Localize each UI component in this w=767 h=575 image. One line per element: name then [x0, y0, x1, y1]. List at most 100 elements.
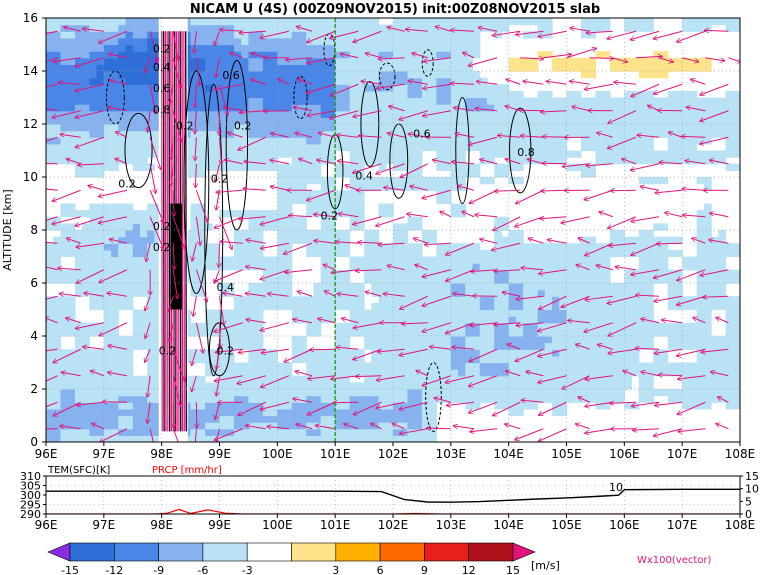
- field-cell: [255, 249, 264, 258]
- field-cell: [378, 37, 387, 46]
- field-cell: [299, 382, 307, 390]
- field-cell: [291, 336, 300, 344]
- field-cell: [82, 428, 90, 436]
- field-cell: [60, 382, 69, 390]
- field-cell: [74, 18, 83, 26]
- field-cell: [378, 177, 387, 185]
- field-cell: [306, 18, 315, 26]
- field-cell: [689, 256, 698, 264]
- field-cell: [233, 296, 242, 304]
- field-cell: [682, 296, 690, 304]
- field-cell: [270, 428, 278, 436]
- field-cell: [364, 150, 372, 158]
- field-cell: [67, 369, 76, 377]
- field-cell: [378, 362, 387, 370]
- field-cell: [537, 395, 546, 403]
- field-cell: [299, 183, 307, 191]
- field-cell: [414, 37, 423, 46]
- field-cell: [320, 355, 329, 364]
- wind-vector: [337, 294, 359, 297]
- field-cell: [465, 375, 474, 383]
- wind-vector: [227, 132, 243, 138]
- field-cell: [125, 216, 134, 224]
- field-cell: [703, 177, 712, 185]
- field-cell: [335, 90, 343, 99]
- wind-vector: [433, 160, 451, 165]
- wind-vector: [575, 344, 590, 350]
- field-cell: [523, 249, 531, 258]
- field-cell: [226, 283, 235, 291]
- contour-line: [183, 70, 210, 295]
- field-cell: [118, 342, 127, 350]
- wind-vector: [268, 294, 289, 297]
- field-cell: [407, 395, 416, 403]
- field-cell: [364, 408, 372, 417]
- field-cell: [559, 104, 568, 112]
- field-cell: [103, 428, 112, 436]
- field-cell: [414, 71, 423, 79]
- field-cell: [197, 97, 206, 105]
- field-cell: [320, 243, 329, 251]
- field-cell: [46, 369, 54, 377]
- wind-vector: [220, 322, 221, 349]
- field-cell: [486, 349, 495, 357]
- field-cell: [515, 395, 524, 403]
- field-cell: [219, 256, 228, 264]
- field-cell: [486, 389, 495, 397]
- field-cell: [609, 150, 618, 158]
- field-cell: [407, 104, 416, 112]
- field-cell: [414, 355, 423, 364]
- field-cell: [306, 322, 315, 330]
- field-cell: [718, 369, 727, 377]
- field-cell: [407, 375, 416, 383]
- field-cell: [515, 369, 524, 377]
- field-cell: [465, 296, 474, 304]
- wind-vector: [245, 267, 266, 271]
- field-cell: [711, 124, 719, 132]
- field-cell: [53, 256, 62, 264]
- field-cell: [552, 342, 560, 350]
- field-cell: [139, 97, 148, 105]
- field-cell: [53, 402, 62, 410]
- field-cell: [407, 316, 416, 324]
- field-cell: [465, 51, 474, 59]
- field-cell: [46, 382, 54, 390]
- field-cell: [580, 283, 589, 291]
- field-cell: [327, 355, 336, 364]
- field-cell: [89, 269, 98, 277]
- field-cell: [277, 263, 286, 271]
- field-cell: [356, 157, 365, 165]
- field-cell: [393, 97, 401, 105]
- field-cell: [277, 143, 286, 152]
- field-cell: [624, 276, 633, 284]
- field-cell: [559, 283, 568, 291]
- field-cell: [732, 249, 740, 258]
- field-cell: [132, 408, 141, 417]
- field-cell: [241, 256, 250, 264]
- field-cell: [530, 249, 539, 258]
- field-cell: [660, 263, 669, 271]
- field-cell: [400, 230, 409, 238]
- field-cell: [255, 84, 264, 92]
- field-cell: [617, 110, 625, 118]
- field-cell: [226, 428, 235, 436]
- field-cell: [436, 150, 445, 158]
- field-cell: [436, 84, 445, 92]
- field-cell: [588, 97, 597, 105]
- field-cell: [219, 137, 228, 145]
- field-cell: [212, 64, 221, 72]
- field-cell: [233, 389, 242, 397]
- field-cell: [595, 104, 604, 112]
- field-cell: [82, 435, 90, 442]
- field-cell: [139, 90, 148, 99]
- field-cell: [515, 150, 524, 158]
- field-cell: [233, 395, 242, 403]
- field-cell: [458, 77, 466, 85]
- field-cell: [226, 395, 235, 403]
- field-cell: [646, 157, 654, 165]
- field-cell: [385, 269, 394, 277]
- field-cell: [342, 104, 351, 112]
- wind-vector: [46, 401, 58, 408]
- field-cell: [103, 296, 112, 304]
- field-cell: [154, 415, 163, 423]
